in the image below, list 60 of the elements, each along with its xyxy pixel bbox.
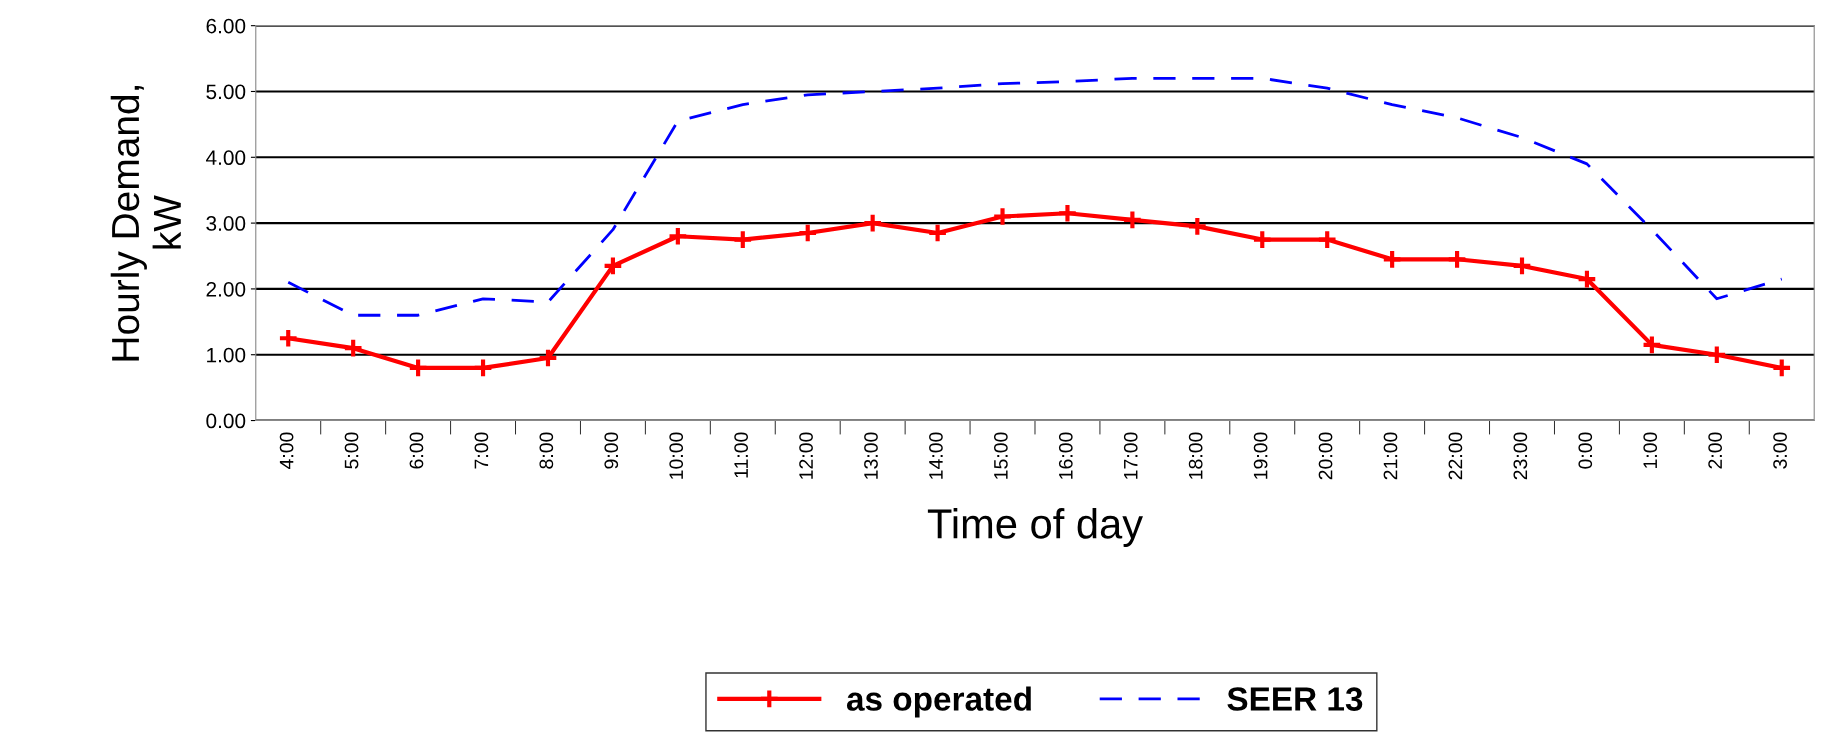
point	[1576, 268, 1598, 290]
x-tick-label: 5:00	[344, 432, 359, 469]
point	[1511, 255, 1533, 277]
y-tick-label: 3.00	[206, 216, 246, 231]
x-tick-label: 15:00	[993, 432, 1008, 479]
point	[1316, 229, 1338, 250]
x-tick-label: 2:00	[1708, 432, 1723, 469]
x-tick-label: 17:00	[1123, 432, 1138, 479]
x-tick-label: 21:00	[1383, 432, 1398, 480]
y-tick-label: 0.00	[206, 413, 246, 429]
x-tick-label: 18:00	[1188, 432, 1203, 479]
point	[1706, 344, 1728, 366]
point	[602, 255, 624, 277]
x-tick-label: 12:00	[799, 432, 813, 479]
x-tick-label: 7:00	[474, 432, 489, 469]
point	[1771, 357, 1793, 379]
x-tick-label: 23:00	[1513, 432, 1528, 480]
point	[862, 212, 884, 234]
x-tick-label: 0:00	[1578, 432, 1593, 469]
point	[1121, 209, 1143, 231]
x-tick-label: 19:00	[1253, 432, 1268, 479]
y-tick-label: 4.00	[205, 150, 246, 166]
x-tick-label: 11:00	[734, 432, 749, 478]
point	[1446, 248, 1468, 270]
y-axis-title: Hourly Demand, kW	[110, 86, 181, 361]
y-tick-label: 6.00	[206, 18, 246, 34]
x-tick-label: 6:00	[409, 432, 424, 469]
legend-label: as operated	[846, 686, 1031, 718]
point	[992, 206, 1013, 227]
y-tick-label: 5.00	[206, 84, 246, 100]
x-tick-label: 8:00	[539, 432, 554, 469]
point	[342, 337, 364, 359]
point	[1251, 229, 1273, 250]
point	[732, 229, 754, 250]
point	[277, 327, 299, 349]
x-tick-label: 16:00	[1058, 432, 1073, 479]
y-tick-label: 1.00	[207, 347, 246, 363]
line-series	[286, 76, 1784, 317]
x-tick-label: 22:00	[1448, 432, 1463, 480]
x-tick-label: 1:00	[1643, 432, 1658, 468]
point	[927, 222, 949, 244]
x-tick-label: 13:00	[864, 432, 878, 479]
y-tick-label: 2.00	[206, 281, 246, 297]
x-tick-label: 10:00	[669, 432, 684, 479]
point	[472, 357, 494, 379]
point	[1641, 334, 1663, 356]
point	[667, 225, 689, 247]
x-tick-label: 3:00	[1773, 432, 1787, 469]
x-axis-title: Time of day	[927, 508, 1143, 547]
point	[797, 222, 819, 244]
x-tick-label: 14:00	[929, 432, 943, 479]
legend-label: SEER 13	[1227, 687, 1363, 711]
x-tick-label: 20:00	[1318, 432, 1333, 480]
point	[1381, 248, 1403, 270]
point	[1186, 215, 1208, 237]
point	[407, 357, 429, 379]
x-tick-label: 4:00	[279, 432, 294, 470]
x-tick-label: 9:00	[604, 432, 619, 469]
point	[1057, 202, 1078, 224]
point	[537, 347, 559, 369]
